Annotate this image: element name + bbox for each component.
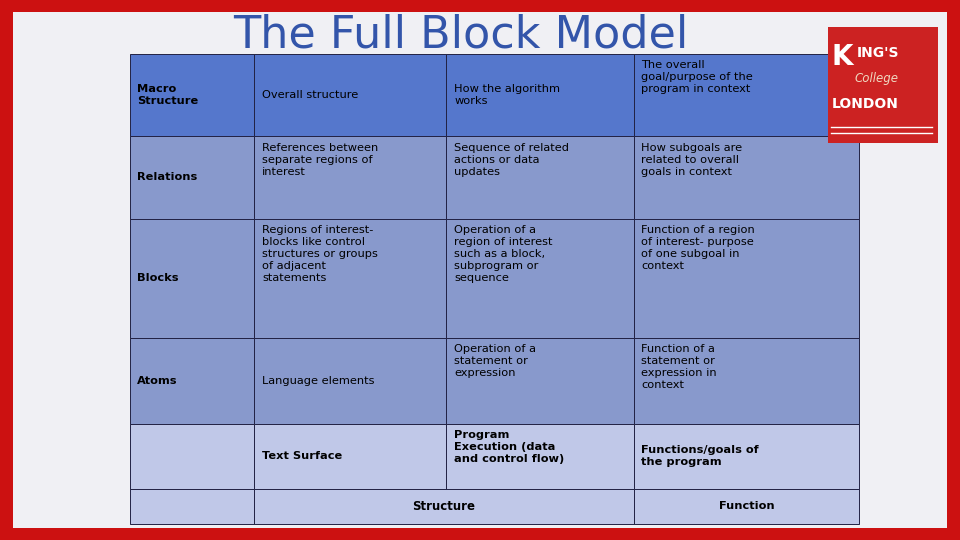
Bar xyxy=(254,136,446,219)
Text: Sequence of related
actions or data
updates: Sequence of related actions or data upda… xyxy=(454,143,569,177)
Bar xyxy=(130,424,254,489)
Bar xyxy=(446,136,634,219)
Bar xyxy=(446,219,634,338)
Text: Function: Function xyxy=(719,501,774,511)
Text: Text Surface: Text Surface xyxy=(262,451,343,461)
Bar xyxy=(0,528,960,540)
Text: Program
Execution (data
and control flow): Program Execution (data and control flow… xyxy=(454,430,564,464)
Text: Operation of a
statement or
expression: Operation of a statement or expression xyxy=(454,344,536,378)
Text: Language elements: Language elements xyxy=(262,376,374,386)
Text: Macro
Structure: Macro Structure xyxy=(137,84,199,106)
Bar xyxy=(634,54,859,136)
Bar xyxy=(446,54,634,136)
Bar xyxy=(130,489,254,524)
Bar xyxy=(634,489,859,524)
Text: Functions/goals of
the program: Functions/goals of the program xyxy=(641,446,759,467)
Text: Overall structure: Overall structure xyxy=(262,90,358,100)
Bar xyxy=(254,54,446,136)
Text: How subgoals are
related to overall
goals in context: How subgoals are related to overall goal… xyxy=(641,143,742,177)
Text: K: K xyxy=(831,43,852,71)
Text: Operation of a
region of interest
such as a block,
subprogram or
sequence: Operation of a region of interest such a… xyxy=(454,225,553,283)
Text: The Full Block Model: The Full Block Model xyxy=(233,14,688,57)
Bar xyxy=(446,424,634,489)
Bar xyxy=(634,136,859,219)
Bar xyxy=(828,27,938,143)
Text: ING'S: ING'S xyxy=(856,45,899,59)
Bar xyxy=(634,338,859,424)
Bar xyxy=(634,219,859,338)
Text: Atoms: Atoms xyxy=(137,376,178,386)
Text: Structure: Structure xyxy=(413,500,475,513)
Text: College: College xyxy=(854,72,899,85)
Text: Function of a region
of interest- purpose
of one subgoal in
context: Function of a region of interest- purpos… xyxy=(641,225,755,271)
Bar xyxy=(130,338,254,424)
Bar xyxy=(0,0,960,12)
Text: LONDON: LONDON xyxy=(831,97,899,111)
Bar xyxy=(254,424,446,489)
Bar xyxy=(254,219,446,338)
Text: Blocks: Blocks xyxy=(137,273,179,283)
Bar xyxy=(254,338,446,424)
Bar xyxy=(446,338,634,424)
Bar xyxy=(130,136,254,219)
Bar xyxy=(0,0,12,540)
Bar xyxy=(130,219,254,338)
Bar xyxy=(254,489,634,524)
Text: Regions of interest-
blocks like control
structures or groups
of adjacent
statem: Regions of interest- blocks like control… xyxy=(262,225,378,283)
Text: The overall
goal/purpose of the
program in context: The overall goal/purpose of the program … xyxy=(641,60,753,94)
Text: Relations: Relations xyxy=(137,172,198,183)
Bar xyxy=(948,0,960,540)
Text: Function of a
statement or
expression in
context: Function of a statement or expression in… xyxy=(641,344,717,390)
Bar xyxy=(634,424,859,489)
Text: References between
separate regions of
interest: References between separate regions of i… xyxy=(262,143,378,177)
Bar xyxy=(130,54,254,136)
Text: How the algorithm
works: How the algorithm works xyxy=(454,84,560,106)
